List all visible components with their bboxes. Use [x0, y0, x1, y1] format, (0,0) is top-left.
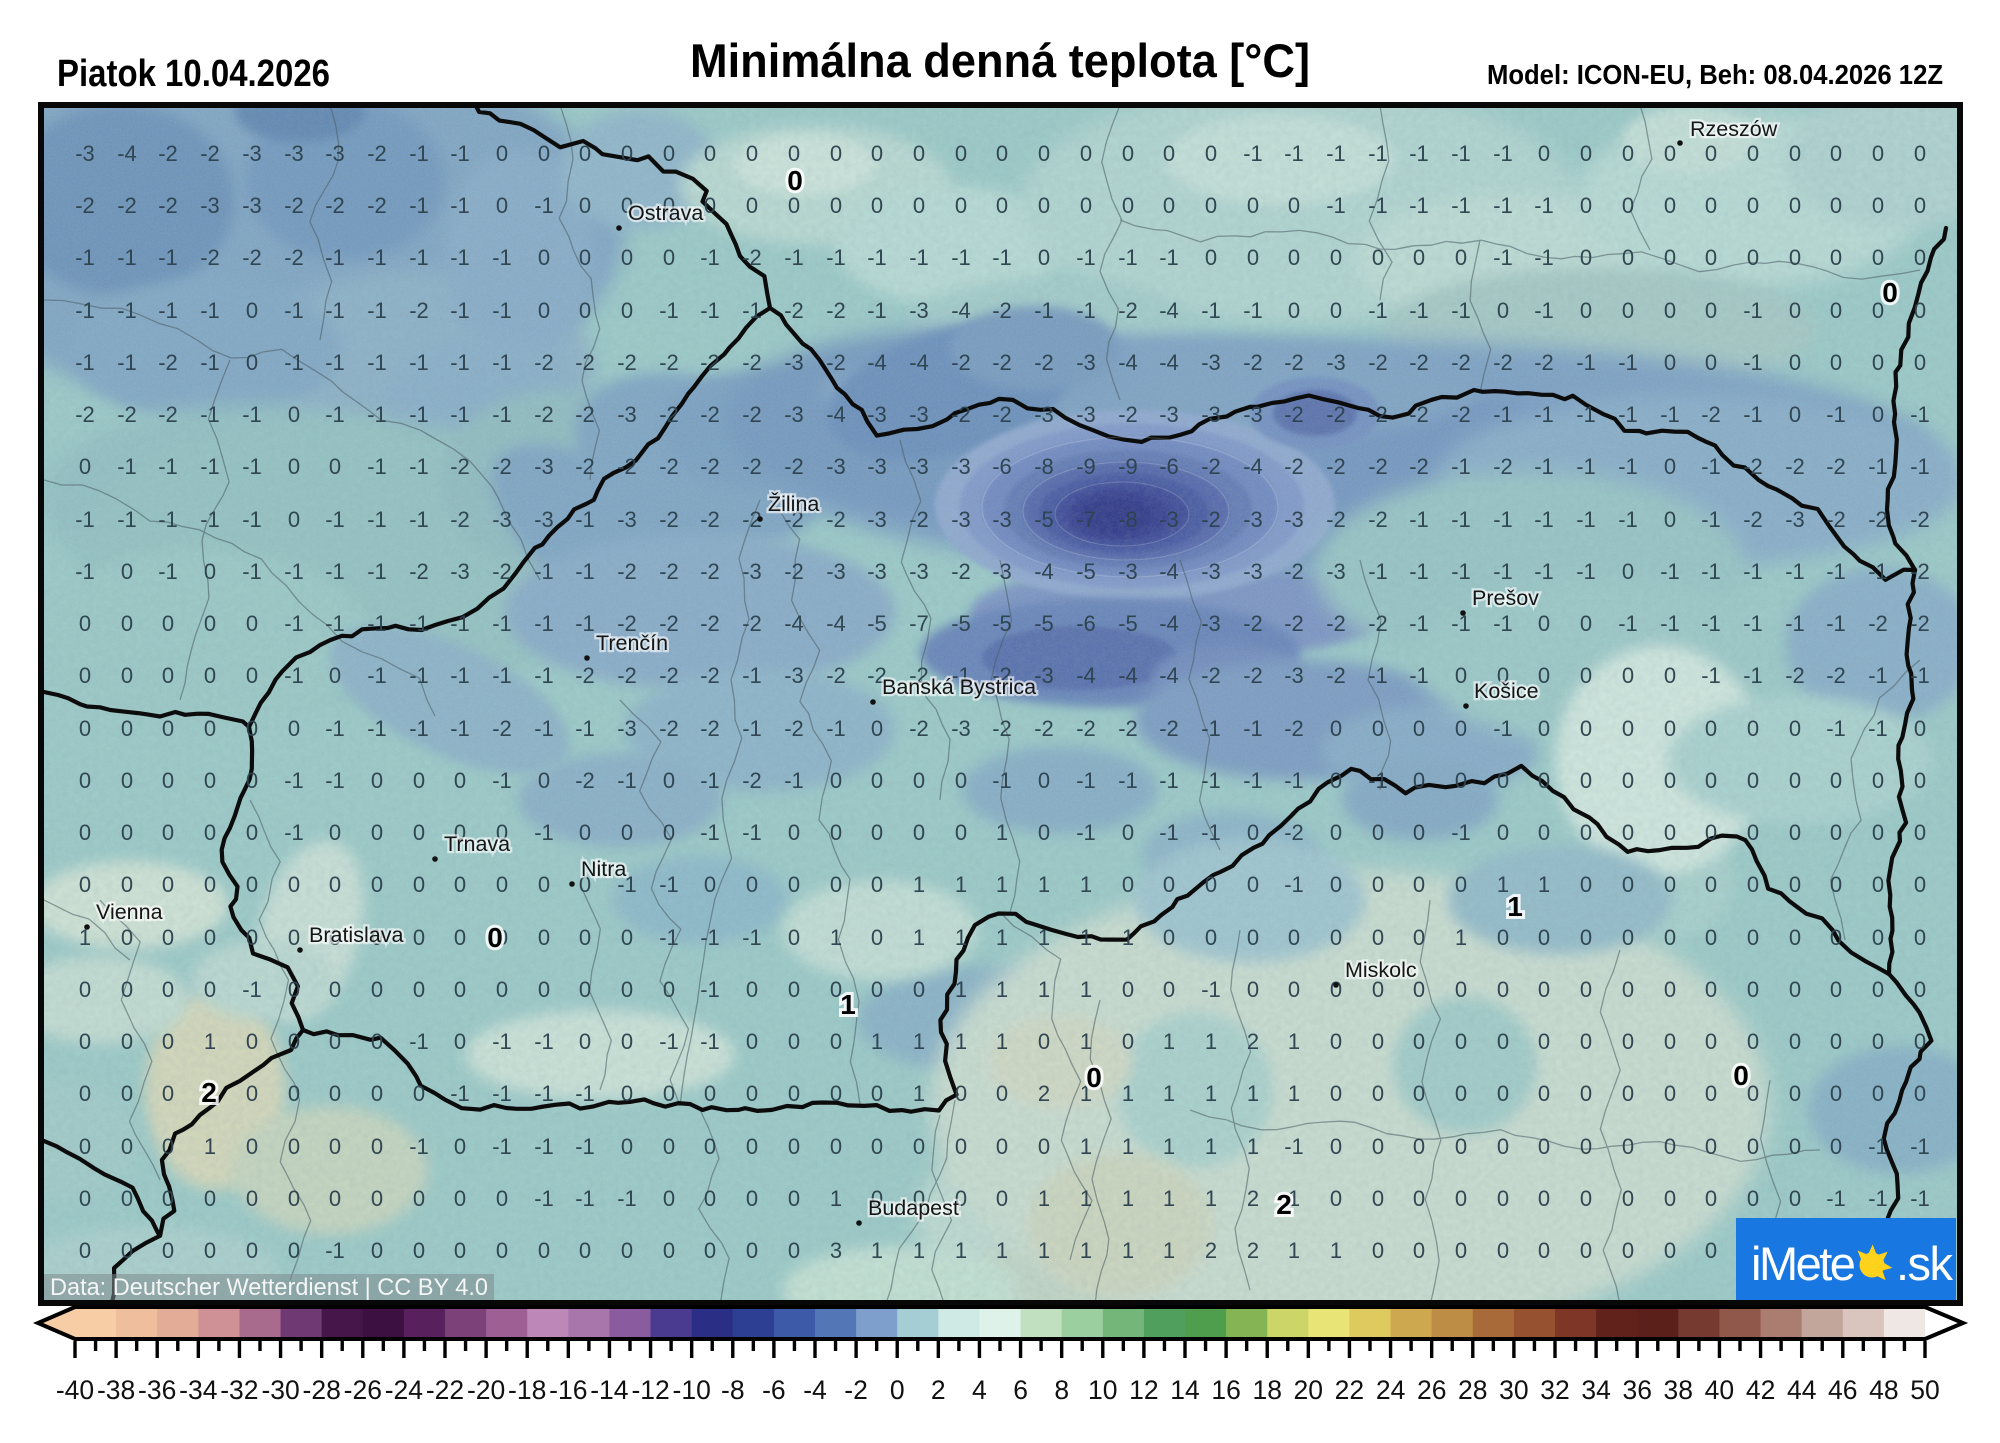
svg-text:-30: -30 — [261, 1375, 299, 1405]
svg-text:4: 4 — [972, 1375, 987, 1405]
svg-text:0: 0 — [1882, 277, 1898, 308]
svg-text:-22: -22 — [426, 1375, 464, 1405]
svg-text:0: 0 — [787, 165, 803, 196]
svg-text:-26: -26 — [344, 1375, 382, 1405]
svg-text:Budapest: Budapest — [868, 1196, 959, 1220]
svg-text:1: 1 — [1507, 891, 1523, 922]
svg-text:0: 0 — [1086, 1062, 1102, 1093]
svg-text:42: 42 — [1746, 1375, 1775, 1405]
svg-text:-38: -38 — [97, 1375, 135, 1405]
svg-text:-4: -4 — [803, 1375, 827, 1405]
svg-text:Bratislava: Bratislava — [309, 923, 403, 947]
svg-text:22: 22 — [1335, 1375, 1364, 1405]
svg-text:-2: -2 — [844, 1375, 868, 1405]
svg-text:32: 32 — [1540, 1375, 1569, 1405]
svg-text:-34: -34 — [179, 1375, 217, 1405]
svg-text:28: 28 — [1458, 1375, 1487, 1405]
svg-text:26: 26 — [1417, 1375, 1446, 1405]
svg-text:-10: -10 — [673, 1375, 711, 1405]
svg-text:18: 18 — [1252, 1375, 1281, 1405]
svg-text:-32: -32 — [220, 1375, 258, 1405]
svg-text:-1-1-2-10-1-1-1-1-1-1-2-2-2-2-: -1 -1 -2 -1 0 -1 -1 -1 -1 -1 -1 -2 -2 -2 -2 -2 -2 -3 -2 -4-… — [75, 350, 1926, 375]
svg-text:Vienna: Vienna — [96, 900, 163, 924]
svg-text:Ostrava: Ostrava — [628, 201, 703, 225]
svg-text:Banská Bystrica: Banská Bystrica — [882, 675, 1036, 699]
svg-text:Minimálna denná teplota [°C]: Minimálna denná teplota [°C] — [690, 34, 1310, 87]
svg-text:38: 38 — [1664, 1375, 1693, 1405]
svg-text:8: 8 — [1054, 1375, 1069, 1405]
svg-text:0-1-1-1-100-1-1-2-2-3-2-2-2-2-: 0 -1 -1 -1 -1 0 0 -1 -1 -2 -2 -3 -2 -2 -2 -2 -2 -2 -3 -3 -3-… — [79, 454, 1930, 479]
svg-text:2: 2 — [201, 1077, 217, 1108]
svg-text:30: 30 — [1499, 1375, 1528, 1405]
svg-text:Model: ICON-EU, Beh: 08.04.202: Model: ICON-EU, Beh: 08.04.2026 12Z — [1487, 59, 1943, 90]
svg-text:-40: -40 — [56, 1375, 94, 1405]
svg-text:Trenčín: Trenčín — [596, 631, 668, 655]
svg-text:20: 20 — [1294, 1375, 1323, 1405]
svg-text:Rzeszów: Rzeszów — [1690, 117, 1778, 141]
svg-text:12: 12 — [1129, 1375, 1158, 1405]
svg-text:6: 6 — [1013, 1375, 1028, 1405]
svg-text:14: 14 — [1170, 1375, 1199, 1405]
svg-text:Piatok 10.04.2026: Piatok 10.04.2026 — [57, 53, 330, 95]
svg-text:Prešov: Prešov — [1472, 586, 1539, 610]
svg-text:0: 0 — [890, 1375, 905, 1405]
svg-text:40: 40 — [1705, 1375, 1734, 1405]
svg-text:-14: -14 — [590, 1375, 628, 1405]
svg-text:-36: -36 — [138, 1375, 176, 1405]
svg-text:0: 0 — [1733, 1060, 1749, 1091]
svg-text:10: 10 — [1088, 1375, 1117, 1405]
svg-text:-8: -8 — [721, 1375, 745, 1405]
svg-text:-16: -16 — [549, 1375, 587, 1405]
svg-text:44: 44 — [1787, 1375, 1816, 1405]
svg-text:48: 48 — [1869, 1375, 1898, 1405]
svg-text:Žilina: Žilina — [768, 491, 819, 516]
svg-text:24: 24 — [1376, 1375, 1405, 1405]
svg-text:-6: -6 — [762, 1375, 786, 1405]
svg-text:Trnava: Trnava — [444, 832, 510, 856]
svg-text:Nitra: Nitra — [581, 857, 626, 881]
svg-text:2: 2 — [1276, 1189, 1292, 1220]
svg-text:-12: -12 — [631, 1375, 669, 1405]
svg-text:.sk: .sk — [1896, 1237, 1954, 1290]
svg-text:46: 46 — [1828, 1375, 1857, 1405]
svg-text:50: 50 — [1910, 1375, 1939, 1405]
svg-text:-10-10-1-1-1-1-2-3-2-1-1-2-2-2: -1 0 -1 0 -1 -1 -1 -1 -2 -3 -2 -1 -1 -2 -2 -2 -3 -2 -3 -3 -3… — [75, 559, 1930, 584]
svg-text:Košice: Košice — [1474, 679, 1539, 703]
svg-text:2: 2 — [931, 1375, 946, 1405]
svg-text:36: 36 — [1622, 1375, 1651, 1405]
svg-text:1: 1 — [840, 989, 856, 1020]
svg-text:-24: -24 — [385, 1375, 423, 1405]
svg-text:-2-2-2-1-10-1-1-1-1-1-2-2-3-2-: -2 -2 -2 -1 -1 0 -1 -1 -1 -1 -1 -2 -2 -3 -2 -2 -2 -3 -4 -3-… — [75, 402, 1930, 427]
svg-text:0: 0 — [487, 922, 503, 953]
svg-text:-20: -20 — [467, 1375, 505, 1405]
svg-text:Miskolc: Miskolc — [1345, 958, 1417, 982]
svg-text:16: 16 — [1211, 1375, 1240, 1405]
svg-text:34: 34 — [1581, 1375, 1610, 1405]
svg-text:-1-1-1-1-10-1-1-1-2-3-3-1-3-2-: -1 -1 -1 -1 -1 0 -1 -1 -1 -2 -3 -3 -1 -3 -2 -2 -2 -2 -2 -3-… — [75, 507, 1930, 532]
svg-text:Data: Deutscher Wetterdienst |: Data: Deutscher Wetterdienst | CC BY 4.0 — [50, 1274, 488, 1301]
svg-text:-28: -28 — [303, 1375, 341, 1405]
svg-text:iMete: iMete — [1751, 1237, 1855, 1290]
svg-text:-18: -18 — [508, 1375, 546, 1405]
